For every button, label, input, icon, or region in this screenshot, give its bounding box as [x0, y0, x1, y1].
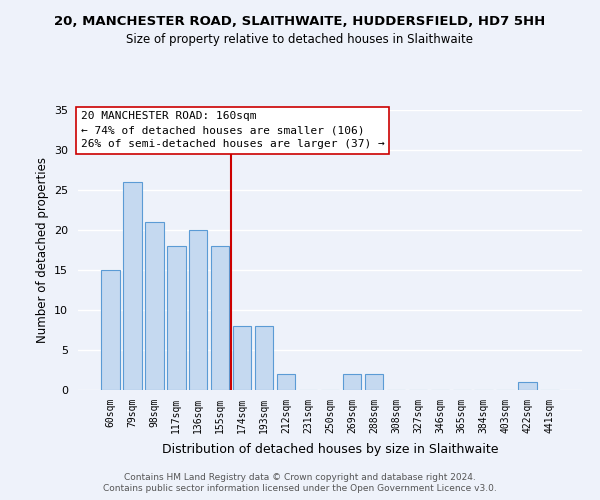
Text: Size of property relative to detached houses in Slaithwaite: Size of property relative to detached ho…: [127, 32, 473, 46]
Bar: [518, 382, 537, 390]
Bar: [167, 246, 185, 390]
Bar: [145, 222, 164, 390]
Bar: [211, 246, 229, 390]
Text: 20 MANCHESTER ROAD: 160sqm
← 74% of detached houses are smaller (106)
26% of sem: 20 MANCHESTER ROAD: 160sqm ← 74% of deta…: [80, 112, 384, 150]
Bar: [123, 182, 142, 390]
Bar: [277, 374, 295, 390]
Text: Contains HM Land Registry data © Crown copyright and database right 2024.: Contains HM Land Registry data © Crown c…: [124, 472, 476, 482]
Bar: [101, 270, 119, 390]
Y-axis label: Number of detached properties: Number of detached properties: [35, 157, 49, 343]
Text: Distribution of detached houses by size in Slaithwaite: Distribution of detached houses by size …: [162, 442, 498, 456]
Bar: [189, 230, 208, 390]
Bar: [343, 374, 361, 390]
Bar: [255, 326, 274, 390]
Bar: [365, 374, 383, 390]
Text: Contains public sector information licensed under the Open Government Licence v3: Contains public sector information licen…: [103, 484, 497, 493]
Bar: [233, 326, 251, 390]
Text: 20, MANCHESTER ROAD, SLAITHWAITE, HUDDERSFIELD, HD7 5HH: 20, MANCHESTER ROAD, SLAITHWAITE, HUDDER…: [55, 15, 545, 28]
